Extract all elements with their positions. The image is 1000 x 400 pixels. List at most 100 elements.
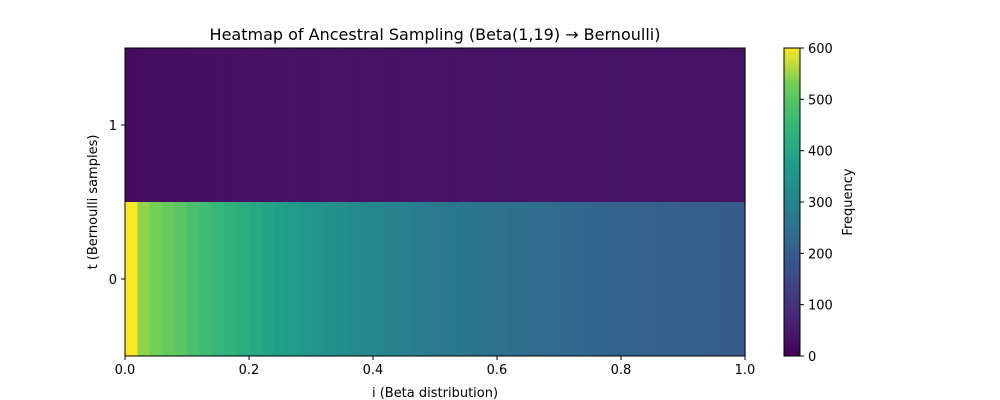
heatmap-cell: [608, 202, 622, 356]
x-tick-label: 0.2: [239, 363, 260, 378]
heatmap-cell: [385, 48, 399, 202]
heatmap-cell: [174, 202, 188, 356]
colorbar: [783, 47, 801, 357]
heatmap-cell: [571, 202, 585, 356]
heatmap-cell: [670, 202, 684, 356]
y-axis: 01: [109, 119, 125, 288]
heatmap-cell: [621, 202, 634, 356]
heatmap-cell: [633, 202, 647, 356]
heatmap-cell: [149, 202, 163, 356]
x-tick-label: 0.6: [487, 363, 508, 378]
heatmap-cell: [422, 48, 436, 202]
colorbar-tick-label: 0: [808, 350, 816, 365]
heatmap-cell: [497, 202, 510, 356]
heatmap-cell: [125, 48, 138, 202]
heatmap-cell: [397, 48, 411, 202]
heatmap-cell: [707, 48, 721, 202]
heatmap-cell: [162, 202, 176, 356]
heatmap-cell: [720, 48, 734, 202]
heatmap-cell: [360, 48, 374, 202]
heatmap-cell: [583, 48, 597, 202]
heatmap-cell: [410, 48, 424, 202]
heatmap-cell: [335, 48, 349, 202]
heatmap-cell: [695, 48, 709, 202]
heatmap-cell: [261, 48, 275, 202]
heatmap-cell: [149, 48, 163, 202]
heatmap-cell: [162, 48, 176, 202]
heatmap-cell: [546, 48, 560, 202]
colorbar-tick-label: 300: [808, 196, 833, 211]
heatmap-cell: [137, 202, 151, 356]
heatmap-cell: [472, 202, 486, 356]
plot-frame: [124, 47, 746, 357]
heatmap-cell: [273, 202, 287, 356]
heatmap-cell: [311, 48, 324, 202]
heatmap-cell: [311, 202, 324, 356]
heatmap-cell: [224, 48, 238, 202]
heatmap-cell: [125, 202, 138, 356]
heatmap-cell: [559, 202, 572, 356]
heatmap-cell: [732, 202, 746, 356]
heatmap-cell: [360, 202, 374, 356]
heatmap-cell: [348, 202, 362, 356]
chart-title: Heatmap of Ancestral Sampling (Beta(1,19…: [210, 25, 661, 44]
heatmap-cell: [534, 202, 548, 356]
heatmap-cell: [645, 48, 659, 202]
heatmap-cell: [211, 48, 225, 202]
heatmap-cell: [670, 48, 684, 202]
colorbar-tick-label: 400: [808, 145, 833, 160]
heatmap-cell: [546, 202, 560, 356]
heatmap-cell: [509, 48, 523, 202]
heatmap-cell: [633, 48, 647, 202]
x-tick-label: 0.4: [363, 363, 384, 378]
heatmap-cell: [199, 48, 213, 202]
heatmap-cell: [596, 48, 610, 202]
heatmap-cell: [137, 48, 151, 202]
heatmap-cell: [397, 202, 411, 356]
heatmap-cell: [174, 48, 188, 202]
heatmap-cell: [286, 202, 300, 356]
colorbar-tick-label: 200: [808, 247, 833, 262]
heatmap-cell: [559, 48, 572, 202]
colorbar-tick-label: 500: [808, 93, 833, 108]
heatmap-cell: [732, 48, 746, 202]
heatmap-cell: [298, 48, 312, 202]
heatmap-cell: [521, 48, 535, 202]
colorbar-label: Frequency: [841, 168, 856, 235]
y-axis-label: t (Bernoulli samples): [86, 135, 101, 270]
x-tick-label: 0.0: [115, 363, 136, 378]
heatmap-cell: [484, 48, 498, 202]
heatmap-cell: [286, 48, 300, 202]
heatmap-cell: [335, 202, 349, 356]
heatmap-cell: [435, 202, 448, 356]
heatmap-cell: [348, 48, 362, 202]
heatmap-cell: [373, 202, 386, 356]
heatmap-cell: [695, 202, 709, 356]
heatmap-cell: [720, 202, 734, 356]
heatmap-cell: [236, 48, 250, 202]
heatmap-cell: [571, 48, 585, 202]
heatmap-cell: [683, 48, 696, 202]
heatmap-cell: [211, 202, 225, 356]
heatmap-cell: [583, 202, 597, 356]
heatmap-cell: [236, 202, 250, 356]
heatmap-cell: [385, 202, 399, 356]
heatmap-cell: [249, 48, 262, 202]
heatmap-cell: [323, 202, 337, 356]
heatmap-cell: [199, 202, 213, 356]
heatmap-cell: [645, 202, 659, 356]
heatmap-cell: [621, 48, 634, 202]
heatmap-cell: [534, 48, 548, 202]
heatmap-cell: [484, 202, 498, 356]
heatmap-cell: [707, 202, 721, 356]
colorbar-tick-label: 100: [808, 299, 833, 314]
heatmap-cell: [323, 48, 337, 202]
heatmap-cell: [658, 202, 672, 356]
heatmap-cell: [249, 202, 262, 356]
colorbar-tick-label: 600: [808, 42, 833, 57]
x-tick-label: 0.8: [611, 363, 632, 378]
heatmap-cell: [658, 48, 672, 202]
y-tick-label: 1: [109, 119, 117, 134]
heatmap-cell: [497, 48, 510, 202]
